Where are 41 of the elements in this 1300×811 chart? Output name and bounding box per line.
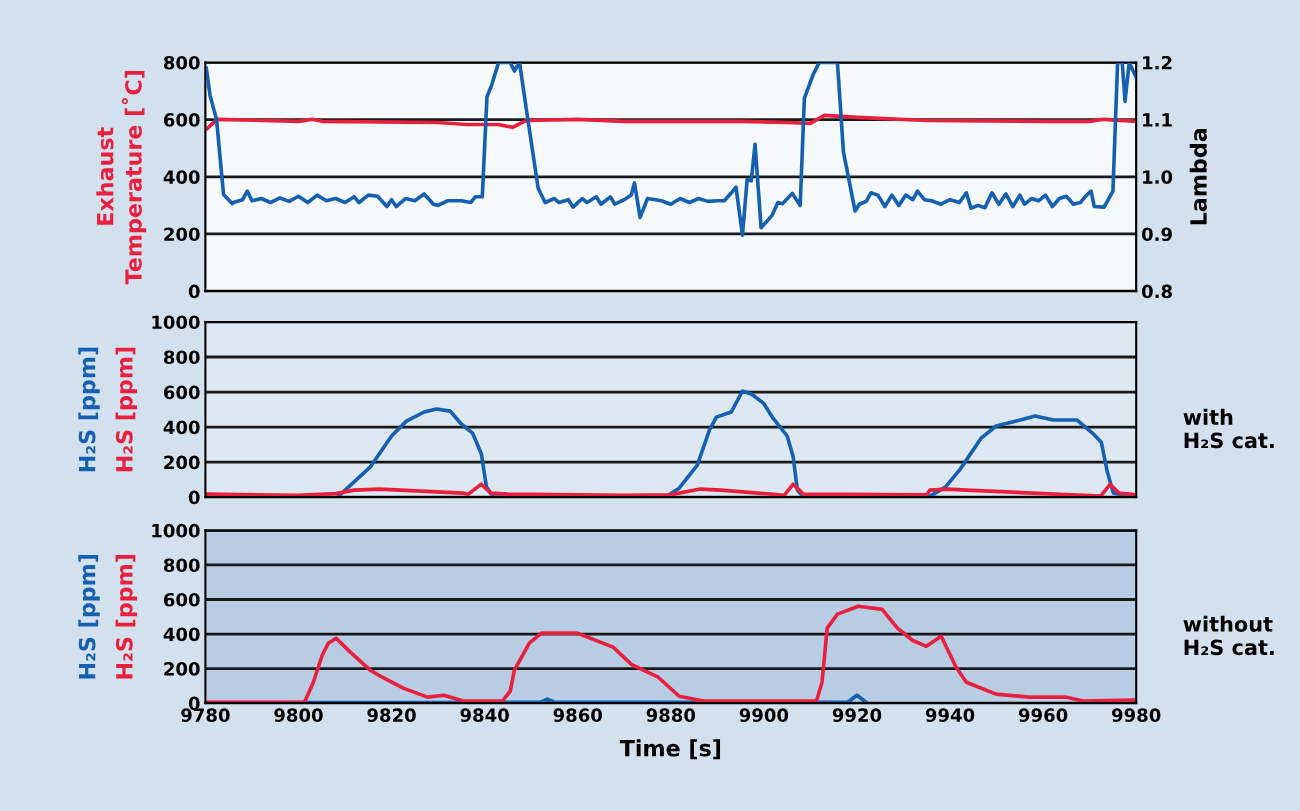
x-tick-label: 9840 [460,708,509,722]
y2-tick-label: 1.0 [1143,170,1173,184]
y-tick-label: 1000 [152,315,200,330]
text: H₂S [ppm] [78,555,100,679]
y-axis-title: Exhaust Temperature [˚C] [96,71,147,285]
x-tick-label: 9880 [646,708,696,722]
text: H₂S [ppm] [115,555,138,679]
y-tick-label: 800 [163,558,200,573]
text: without H₂S cat. [1183,615,1274,656]
x-axis-title: Time [s] [619,739,721,760]
text: with H₂S cat. [1183,408,1274,449]
y-tick-label: 600 [163,592,200,607]
y-tick-label: 400 [163,627,200,642]
y2-axis-title: Lambda [1189,128,1207,225]
y-tick-label: 600 [163,113,200,127]
y2-tick-label: 1.2 [1143,55,1172,70]
y-tick-label: 0 [188,490,200,505]
text: H₂S [ppm] [78,347,100,472]
y2-tick-label: 1.1 [1143,113,1172,127]
y-tick-label: 1000 [152,523,200,538]
x-tick-label: 9860 [553,708,602,722]
x-tick-label: 9960 [1018,708,1068,722]
y-tick-label: 200 [164,227,200,242]
y-tick-label: 200 [164,455,200,470]
x-tick-label: 9920 [832,708,882,722]
x-tick-label: 9940 [925,708,975,722]
text: H₂S [ppm] [115,347,138,472]
x-tick-label: 9800 [274,708,323,722]
y-tick-label: 200 [164,662,200,676]
y-tick-label: 400 [163,420,200,435]
y-tick-label: 800 [163,55,200,70]
line-series [205,113,1137,131]
x-tick-label: 9820 [367,708,416,722]
y-tick-label: 400 [163,170,200,184]
y-tick-label: 0 [188,284,200,299]
y2-tick-label: 0.9 [1141,227,1172,242]
y2-tick-label: 0.8 [1141,284,1172,299]
y-tick-label: 600 [163,385,200,400]
y-tick-label: 800 [163,350,200,365]
x-tick-label: 9900 [739,708,789,722]
x-tick-label: 9980 [1112,708,1161,722]
